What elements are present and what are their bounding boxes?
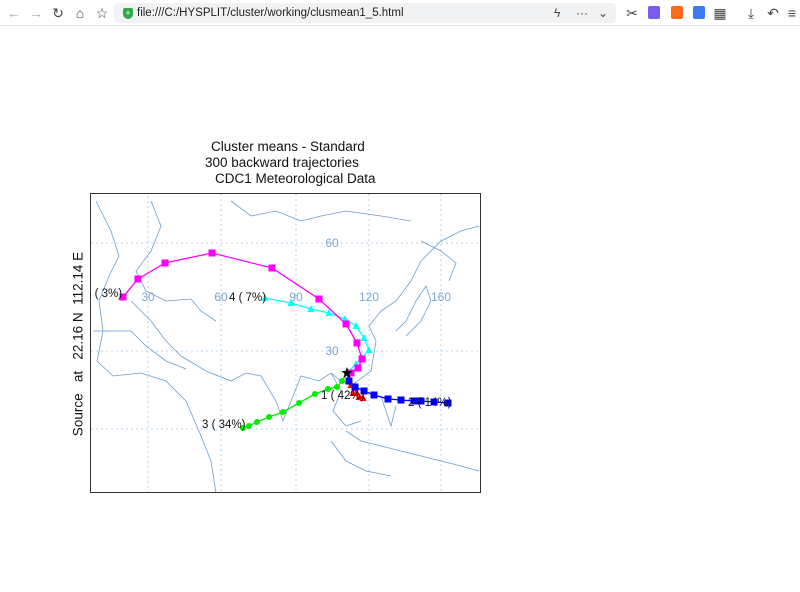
more-icon[interactable]: ···: [576, 6, 588, 20]
chevron-down-icon[interactable]: ⌄: [598, 6, 609, 20]
trajectory-point: [119, 293, 127, 301]
longitude-label: 90: [289, 290, 303, 304]
coastline: [345, 430, 480, 472]
coastline: [93, 330, 187, 370]
menu-icon[interactable]: ≡: [787, 5, 797, 21]
trajectory-point: [246, 423, 252, 429]
url-text[interactable]: file:///C:/HYSPLIT/cluster/working/clusm…: [137, 7, 404, 19]
trajectory-point: [417, 397, 425, 405]
trajectory-point: [351, 383, 359, 391]
trajectory-point: [342, 320, 350, 328]
download-icon[interactable]: ⤓: [747, 5, 755, 21]
forward-icon[interactable]: →: [29, 5, 43, 21]
lightning-icon[interactable]: ϟ: [554, 6, 561, 20]
trajectory-point: [444, 399, 452, 407]
trajectory-point: [370, 391, 378, 399]
trajectory-point: [410, 397, 418, 405]
coastline: [330, 440, 392, 477]
longitude-label: 120: [359, 290, 379, 304]
cluster-label-2: 2 ( 14%): [408, 397, 452, 409]
trajectory-point: [353, 339, 361, 347]
trajectory-point: [349, 389, 357, 396]
trajectory-point: [334, 384, 340, 390]
latitude-label: 30: [325, 344, 339, 358]
scissors-icon[interactable]: ✂: [626, 5, 638, 21]
latitude-label: 60: [325, 236, 339, 250]
extension-icon[interactable]: [693, 6, 705, 19]
coastline: [230, 200, 412, 222]
plot-data-source: CDC1 Meteorological Data: [215, 171, 376, 186]
browser-toolbar: ← → ↻ ⌂ ☆ + file:///C:/HYSPLIT/cluster/w…: [0, 0, 800, 26]
cluster-label-3: 3 ( 34%): [202, 419, 246, 431]
trajectory-point: [341, 315, 349, 322]
trajectory-point: [161, 259, 169, 267]
source-location-label: Source at 22.16 N 112.14 E: [70, 251, 86, 437]
coastline: [420, 240, 457, 282]
coastline: [130, 300, 352, 423]
trajectory-point: [352, 322, 360, 329]
trajectory-point: [134, 275, 142, 283]
extension-icon[interactable]: [671, 6, 683, 19]
trajectory-point: [365, 346, 373, 353]
coastline: [135, 200, 217, 322]
trajectory-point: [339, 378, 345, 384]
trajectory-point: [307, 305, 315, 312]
trajectory-point: [312, 391, 318, 397]
trajectory-point: [355, 393, 363, 400]
cluster-label-1: 1 ( 42%): [321, 390, 365, 402]
extension-icon[interactable]: [648, 6, 660, 19]
longitude-label: 60: [214, 290, 228, 304]
undo-icon[interactable]: ↶: [767, 5, 779, 21]
trajectory-point: [296, 400, 302, 406]
trajectory-point: [360, 334, 368, 341]
longitude-label: 30: [141, 290, 155, 304]
trajectory-point: [325, 386, 331, 392]
trajectory-point: [287, 299, 295, 306]
trajectory-point: [268, 264, 276, 272]
longitude-label: 160: [431, 290, 451, 304]
trajectory-point: [240, 425, 246, 431]
trajectory-point: [280, 409, 286, 415]
reload-icon[interactable]: ↻: [52, 5, 64, 21]
address-bar[interactable]: + file:///C:/HYSPLIT/cluster/working/clu…: [114, 3, 616, 23]
trajectory-point: [354, 364, 362, 372]
cluster-label-5: 5 ( 3%): [91, 288, 122, 300]
trajectory-point: [397, 396, 405, 404]
plot-title: Cluster means - Standard: [211, 139, 365, 154]
trajectory-point: [345, 377, 353, 385]
trajectory-point: [325, 309, 333, 316]
trajectory-point: [254, 419, 260, 425]
coastline: [95, 200, 217, 494]
trajectory-point: [358, 355, 366, 363]
trajectory-point: [208, 249, 216, 257]
trajectory-point: [384, 395, 392, 403]
coastline: [380, 395, 397, 428]
secure-shield-icon: +: [123, 7, 133, 19]
plot-subtitle: 300 backward trajectories: [205, 155, 359, 170]
map-canvas: 30 60 90 120 160 60 30 1 ( 42%) 2 ( 14%) 3 ( 34%)…: [85, 191, 481, 494]
coastline: [350, 225, 480, 387]
home-icon[interactable]: ⌂: [75, 5, 85, 21]
apps-icon[interactable]: ▦: [713, 5, 727, 21]
trajectory-point: [347, 369, 355, 377]
back-icon[interactable]: ←: [7, 5, 21, 21]
favorites-icon[interactable]: ☆: [95, 5, 109, 21]
trajectory-point: [360, 387, 368, 395]
trajectory-point: [315, 295, 323, 303]
trajectory-map: 30 60 90 120 160 60 30 1 ( 42%) 2 ( 14%) 3 ( 34%)…: [85, 191, 481, 494]
source-star-icon: [341, 367, 353, 378]
trajectory-point: [261, 294, 269, 301]
trajectory-point: [266, 414, 272, 420]
cluster-label-4: 4 ( 7%): [229, 292, 266, 304]
trajectory-point: [430, 398, 438, 406]
coastline: [395, 285, 432, 337]
